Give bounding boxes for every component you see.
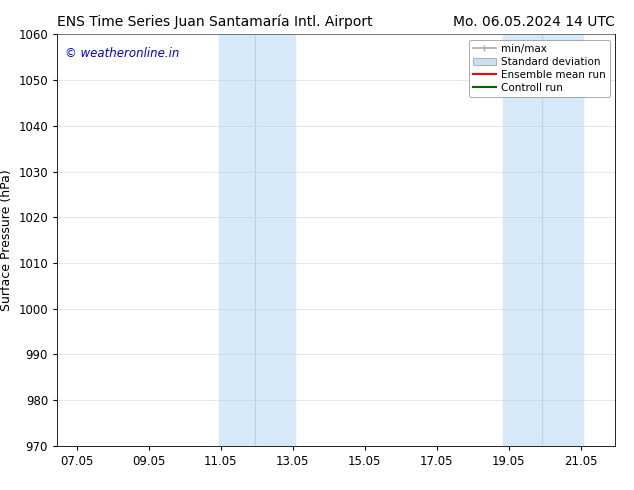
Legend: min/max, Standard deviation, Ensemble mean run, Controll run: min/max, Standard deviation, Ensemble me… xyxy=(469,40,610,97)
Text: © weatheronline.in: © weatheronline.in xyxy=(65,47,180,60)
Text: ENS Time Series Juan Santamaría Intl. Airport: ENS Time Series Juan Santamaría Intl. Ai… xyxy=(57,15,373,29)
Bar xyxy=(219,34,295,446)
Y-axis label: Surface Pressure (hPa): Surface Pressure (hPa) xyxy=(0,169,13,311)
Text: Mo. 06.05.2024 14 UTC: Mo. 06.05.2024 14 UTC xyxy=(453,15,615,29)
Bar xyxy=(503,34,583,446)
